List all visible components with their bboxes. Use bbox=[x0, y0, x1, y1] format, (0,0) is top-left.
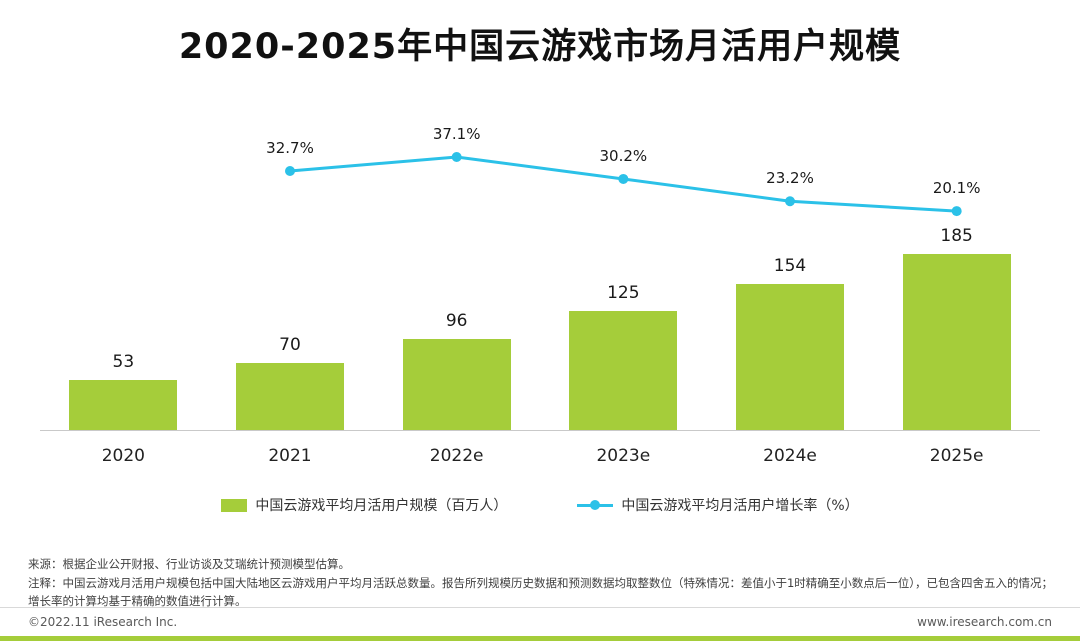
x-tick-2021: 2021 bbox=[268, 446, 312, 466]
website-link[interactable]: www.iresearch.com.cn bbox=[917, 615, 1052, 629]
growth-rate-line-layer bbox=[285, 152, 962, 217]
line-point-label-2022e: 37.1% bbox=[432, 125, 481, 144]
legend-item-bar: 中国云游戏平均月活用户规模（百万人） bbox=[221, 495, 507, 515]
line-point-label-2023e: 30.2% bbox=[599, 146, 648, 165]
bar-value-2024e: 154 bbox=[773, 256, 807, 276]
chart-title: 2020-2025年中国云游戏市场月活用户规模 bbox=[178, 27, 902, 67]
x-tick-2024e: 2024e bbox=[763, 446, 817, 466]
line-series-dot-icon bbox=[590, 499, 601, 510]
bar-value-2022e: 96 bbox=[445, 311, 468, 331]
x-tick-2020: 2020 bbox=[101, 446, 145, 466]
bar-value-2021: 70 bbox=[279, 335, 301, 355]
line-point-2023e bbox=[618, 173, 629, 184]
bar-2021 bbox=[236, 363, 344, 430]
line-point-2025e bbox=[951, 206, 962, 217]
growth-rate-line bbox=[289, 155, 957, 213]
line-point-label-2025e: 20.1% bbox=[932, 179, 981, 198]
line-point-label-2024e: 23.2% bbox=[766, 169, 814, 188]
line-point-label-2021: 32.7% bbox=[266, 139, 314, 157]
bar-value-2023e: 125 bbox=[607, 283, 640, 303]
line-series-swatch bbox=[577, 499, 614, 512]
x-tick-2023e: 2023e bbox=[596, 446, 651, 466]
bar-2020 bbox=[69, 380, 178, 430]
legend: 中国云游戏平均月活用户规模（百万人） 中国云游戏平均月活用户增长率（%） bbox=[0, 495, 1080, 515]
bar-2022e bbox=[402, 339, 511, 430]
chart-area: 53 2020 70 2021 96 2022e 125 2023e 154 2024e 185 20… bbox=[40, 85, 1040, 466]
footnotes: 来源：根据企业公开财报、行业访谈及艾瑞统计预测模型估算。 注释：中国云游戏月活用… bbox=[28, 556, 1058, 611]
line-series-label: 中国云游戏平均月活用户增长率（%） bbox=[621, 498, 859, 514]
copyright-text: ©2022.11 iResearch Inc. bbox=[28, 615, 178, 629]
bar-value-2025e: 185 bbox=[940, 226, 973, 246]
line-point-2024e bbox=[785, 196, 795, 207]
bar-2023e bbox=[569, 311, 678, 430]
legend-item-line: 中国云游戏平均月活用户增长率（%） bbox=[577, 495, 859, 515]
x-tick-2025e: 2025e bbox=[929, 446, 984, 466]
bottom-accent-strip bbox=[0, 636, 1080, 641]
bar-series-label: 中国云游戏平均月活用户规模（百万人） bbox=[255, 498, 508, 514]
bar-2025e bbox=[902, 254, 1011, 430]
source-text: 来源：根据企业公开财报、行业访谈及艾瑞统计预测模型估算。 bbox=[28, 557, 350, 571]
footer-bar: ©2022.11 iResearch Inc. www.iresearch.co… bbox=[0, 607, 1080, 636]
x-tick-2022e: 2022e bbox=[429, 446, 484, 466]
bar-value-2020: 53 bbox=[112, 352, 135, 372]
bar-series-swatch bbox=[221, 498, 248, 512]
line-point-2022e bbox=[451, 152, 462, 163]
line-point-2021 bbox=[285, 166, 295, 177]
note-text: 注释：中国云游戏月活用户规模包括中国大陆地区云游戏用户平均月活跃总数量。报告所列… bbox=[28, 575, 1054, 608]
bar-2024e bbox=[736, 284, 844, 430]
